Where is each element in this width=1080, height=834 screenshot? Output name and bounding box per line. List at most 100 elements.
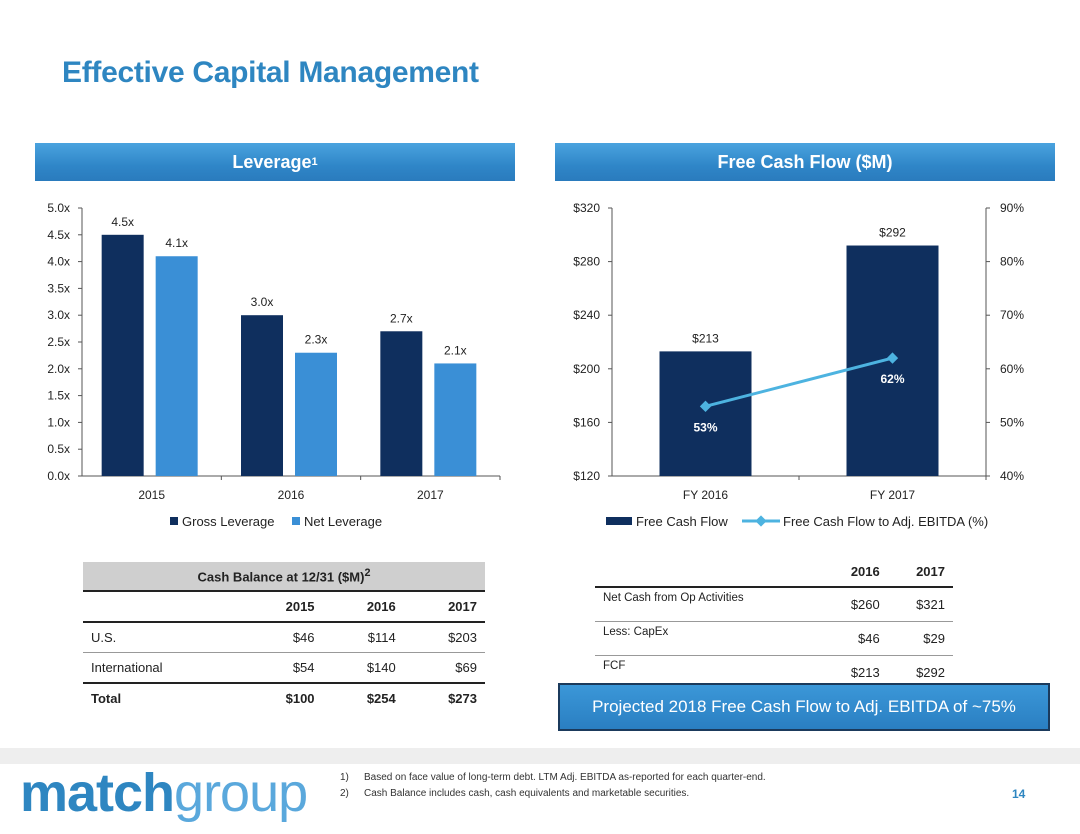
y2-tick-label: 80% <box>1000 255 1024 269</box>
y-tick-label: 4.0x <box>47 255 70 269</box>
legend-label: Gross Leverage <box>182 514 275 529</box>
cell-value: $203 <box>403 622 485 653</box>
page-title: Effective Capital Management <box>62 56 479 89</box>
footnote: 2) Cash Balance includes cash, cash equiv… <box>340 788 690 799</box>
data-label: 4.1x <box>165 236 188 250</box>
row-label: U.S. <box>83 622 242 653</box>
x-tick-label: FY 2017 <box>870 488 915 502</box>
table-row: Net Cash from Op Activities $260 $321 <box>595 587 953 622</box>
y2-tick-label: 70% <box>1000 308 1024 322</box>
fcf-chart: $120 $160 $200 $240 $280 $320 40% 50% 60% 70% 80% 9… <box>573 201 1024 529</box>
footer-band <box>0 748 1080 764</box>
cell-value: $273 <box>403 682 485 713</box>
cell-value: $29 <box>887 621 953 656</box>
table-row: Less: CapEx $46 $29 <box>595 621 953 656</box>
y-tick-label: $280 <box>573 255 600 269</box>
bar-net-leverage <box>295 352 337 476</box>
data-label: 62% <box>880 372 904 386</box>
y2-tick-label: 50% <box>1000 415 1024 429</box>
bar-gross-leverage <box>241 315 283 476</box>
cell-value: $260 <box>822 587 888 622</box>
y-tick-label: 0.5x <box>47 442 70 456</box>
cell-value: $140 <box>322 652 404 684</box>
fcf-header-label: Free Cash Flow ($M) <box>717 151 893 172</box>
bar-gross-leverage <box>101 234 144 476</box>
cell-value: $46 <box>822 621 888 656</box>
x-tick-label: 2016 <box>278 488 305 502</box>
y-tick-label: $320 <box>573 201 600 215</box>
cell-value: $114 <box>322 622 404 653</box>
row-label: International <box>83 652 242 684</box>
table-row: FCF $213 $292 <box>595 656 953 690</box>
x-tick-label: 2015 <box>138 488 165 502</box>
line-marker <box>886 352 899 364</box>
page-number: 14 <box>1012 787 1026 801</box>
footnotes: 1) Based on face value of long-term debt.… <box>340 770 766 802</box>
bar-net-leverage <box>155 256 198 476</box>
data-label: $213 <box>692 331 719 345</box>
bar-net-leverage <box>434 363 477 476</box>
cell-value: $46 <box>241 622 323 653</box>
leverage-header: Leverage 1 <box>35 143 515 181</box>
y2-tick-label: 60% <box>1000 362 1024 376</box>
y-tick-label: 3.0x <box>47 308 70 322</box>
cash-balance-table: Cash Balance at 12/31 ($M)2 2015 2016 20… <box>83 562 485 713</box>
row-label: Total <box>83 682 242 713</box>
leverage-header-label: Leverage <box>232 151 312 172</box>
legend-marker <box>755 515 767 527</box>
cash-year: 2017 <box>403 591 485 623</box>
y-tick-label: 1.0x <box>47 415 70 429</box>
table-row: U.S. $46 $114 $203 <box>83 622 485 653</box>
leverage-chart: 0.0x 0.5x 1.0x 1.5x 2.0x 2.5x 3.0x 3.5x 4.0x 4.5x… <box>47 201 501 529</box>
cell-value: $213 <box>850 665 880 680</box>
y-tick-label: 4.5x <box>47 228 70 242</box>
y-tick-label: 2.5x <box>47 335 70 349</box>
line-marker <box>699 400 712 412</box>
fcf-year: 2016 <box>822 557 888 588</box>
cell-value: $321 <box>887 587 953 622</box>
data-label: 2.1x <box>444 343 467 357</box>
cash-year: 2015 <box>241 591 323 623</box>
y-tick-label: $200 <box>573 362 600 376</box>
x-tick-label: FY 2016 <box>683 488 728 502</box>
fcf-table: 2016 2017 Net Cash from Op Activities $2… <box>595 557 953 689</box>
legend-label: Net Leverage <box>304 514 382 529</box>
row-label: Less: CapEx <box>595 621 823 656</box>
y-tick-label: 0.0x <box>47 469 70 483</box>
legend-label: Free Cash Flow <box>636 514 728 529</box>
projection-callout: Projected 2018 Free Cash Flow to Adj. EB… <box>558 683 1050 731</box>
y-tick-label: 3.5x <box>47 281 70 295</box>
cash-year: 2016 <box>322 591 404 623</box>
row-label: Net Cash from Op Activities <box>595 587 823 622</box>
data-label: 4.5x <box>111 215 134 229</box>
cash-table-title: Cash Balance at 12/31 ($M)2 <box>83 562 485 592</box>
data-label: 53% <box>693 420 717 434</box>
cell-value: $54 <box>241 652 323 684</box>
footnote: 1) Based on face value of long-term debt.… <box>340 772 766 783</box>
cell-value: $100 <box>241 682 323 713</box>
y-tick-label: 2.0x <box>47 362 70 376</box>
x-tick-label: 2017 <box>417 488 444 502</box>
data-label: 3.0x <box>251 295 274 309</box>
legend-swatch <box>292 517 300 525</box>
leverage-header-footnote: 1 <box>311 156 318 168</box>
row-label: FCF <box>603 660 626 672</box>
y-tick-label: 1.5x <box>47 389 70 403</box>
cell-value: $69 <box>403 652 485 684</box>
y-tick-label: $240 <box>573 308 600 322</box>
y-tick-label: $160 <box>573 415 600 429</box>
table-row-total: Total $100 $254 $273 <box>83 682 485 713</box>
data-label: 2.7x <box>390 311 413 325</box>
bar-free-cash-flow <box>659 351 752 476</box>
legend-label: Free Cash Flow to Adj. EBITDA (%) <box>783 514 988 529</box>
line-fcf-to-ebitda <box>705 356 893 408</box>
table-row: International $54 $140 $69 <box>83 652 485 684</box>
y-tick-label: 5.0x <box>47 201 70 215</box>
legend-swatch <box>606 517 632 525</box>
fcf-header: Free Cash Flow ($M) <box>555 143 1055 181</box>
y-tick-label: $120 <box>573 469 600 483</box>
y2-tick-label: 40% <box>1000 469 1024 483</box>
bar-gross-leverage <box>380 331 423 476</box>
fcf-year: 2017 <box>887 557 953 588</box>
cell-value: $254 <box>322 682 404 713</box>
